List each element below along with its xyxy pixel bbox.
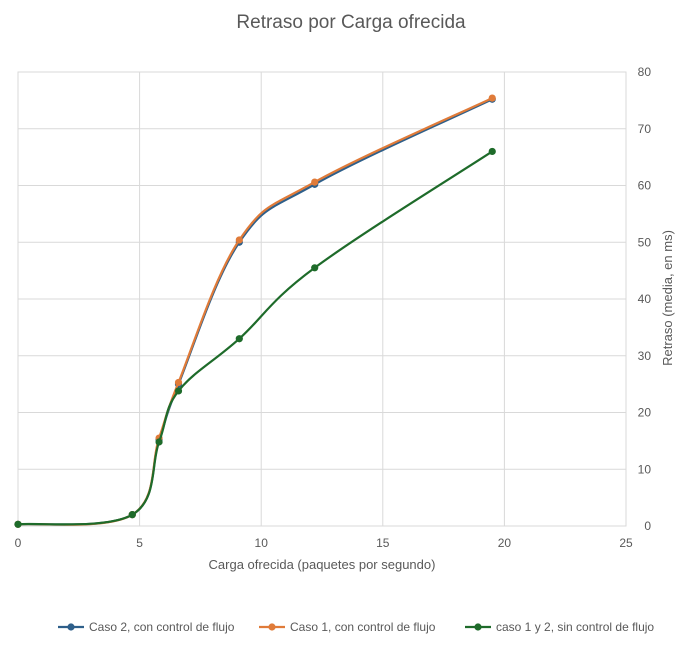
legend-label: Caso 2, con control de flujo <box>89 620 235 634</box>
y-tick-label: 20 <box>638 406 652 420</box>
data-point <box>14 520 22 528</box>
y-tick-label: 60 <box>638 179 652 193</box>
x-tick-label: 15 <box>376 536 390 550</box>
legend-item: Caso 2, con control de flujo <box>58 620 235 634</box>
grid <box>17 71 627 527</box>
series-line <box>17 150 493 526</box>
y-axis-label: Retraso (media, en ms) <box>660 230 675 366</box>
y-tick-label: 80 <box>638 65 652 79</box>
x-tick-label: 0 <box>15 536 22 550</box>
series-1 <box>14 95 496 528</box>
legend-item: caso 1 y 2, sin control de flujo <box>465 620 654 634</box>
chart-title: Retraso por Carga ofrecida <box>236 12 466 33</box>
legend-label: Caso 1, con control de flujo <box>290 620 436 634</box>
data-point <box>488 147 496 156</box>
data-point <box>174 378 183 387</box>
x-tick-label: 20 <box>498 536 512 550</box>
data-point <box>155 438 163 446</box>
series-2 <box>14 94 496 528</box>
x-tick-label: 5 <box>136 536 143 550</box>
y-tick-label: 30 <box>638 349 652 363</box>
x-tick-label: 25 <box>619 536 633 550</box>
x-axis-label: Carga ofrecida (paquetes por segundo) <box>209 557 436 572</box>
data-point <box>174 387 183 395</box>
y-tick-label: 10 <box>638 462 652 476</box>
y-tick-label: 50 <box>638 235 652 249</box>
data-point <box>128 511 136 519</box>
data-point <box>311 178 319 186</box>
data-point <box>488 94 496 102</box>
y-tick-label: 40 <box>638 292 652 306</box>
series-line <box>17 97 493 526</box>
x-tick-label: 10 <box>255 536 269 550</box>
axis-ticks: 0 5 10 15 20 25 0 10 20 30 40 50 60 70 80 <box>15 65 652 550</box>
legend: Caso 2, con control de flujo Caso 1, con … <box>58 620 654 634</box>
legend-swatch-marker <box>67 623 75 631</box>
data-point <box>235 335 243 343</box>
legend-label: caso 1 y 2, sin control de flujo <box>496 620 654 634</box>
series-line <box>17 98 493 526</box>
legend-swatch-marker <box>474 623 482 631</box>
y-tick-label: 70 <box>638 122 652 136</box>
y-tick-label: 0 <box>644 519 651 533</box>
data-point <box>311 264 319 272</box>
data-point <box>235 236 243 244</box>
series-3 <box>14 147 496 528</box>
legend-swatch-marker <box>268 623 276 631</box>
series <box>14 94 496 528</box>
legend-item: Caso 1, con control de flujo <box>259 620 436 634</box>
